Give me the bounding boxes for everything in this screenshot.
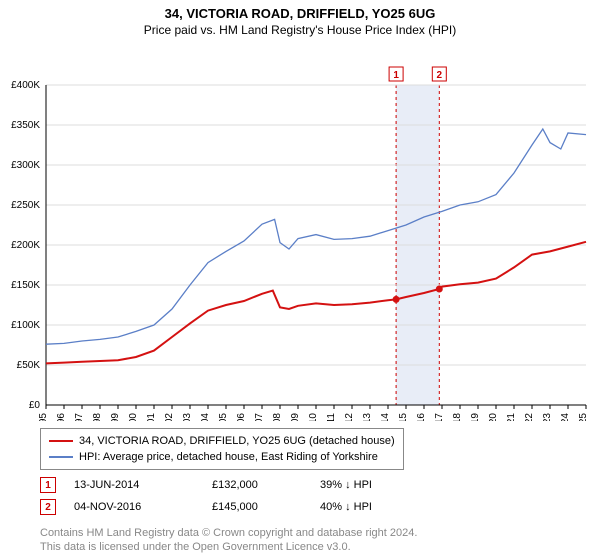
sale-pct: 39% ↓ HPI — [320, 479, 410, 491]
sale-row: 2 04-NOV-2016 £145,000 40% ↓ HPI — [40, 496, 410, 518]
svg-text:2023: 2023 — [542, 413, 553, 421]
svg-text:2002: 2002 — [164, 413, 175, 421]
sale-row: 1 13-JUN-2014 £132,000 39% ↓ HPI — [40, 474, 410, 496]
legend-label: 34, VICTORIA ROAD, DRIFFIELD, YO25 6UG (… — [79, 433, 395, 449]
svg-text:2025: 2025 — [578, 413, 589, 421]
svg-text:£400K: £400K — [11, 80, 40, 91]
sale-price: £145,000 — [212, 501, 302, 513]
svg-text:£200K: £200K — [11, 240, 40, 251]
svg-text:2022: 2022 — [524, 413, 535, 421]
svg-text:2019: 2019 — [470, 413, 481, 421]
sale-marker-icon: 2 — [40, 499, 56, 515]
legend-row: HPI: Average price, detached house, East… — [49, 449, 395, 465]
svg-text:2006: 2006 — [236, 413, 247, 421]
svg-text:1996: 1996 — [56, 413, 67, 421]
svg-text:2020: 2020 — [488, 413, 499, 421]
legend: 34, VICTORIA ROAD, DRIFFIELD, YO25 6UG (… — [40, 428, 404, 470]
svg-text:2012: 2012 — [344, 413, 355, 421]
svg-text:2008: 2008 — [272, 413, 283, 421]
svg-text:2003: 2003 — [182, 413, 193, 421]
sale-date: 04-NOV-2016 — [74, 501, 194, 513]
svg-text:2013: 2013 — [362, 413, 373, 421]
svg-text:£300K: £300K — [11, 160, 40, 171]
svg-text:2017: 2017 — [434, 413, 445, 421]
legend-swatch — [49, 456, 73, 458]
svg-text:2018: 2018 — [452, 413, 463, 421]
legend-row: 34, VICTORIA ROAD, DRIFFIELD, YO25 6UG (… — [49, 433, 395, 449]
svg-text:2009: 2009 — [290, 413, 301, 421]
svg-text:1998: 1998 — [92, 413, 103, 421]
svg-text:£0: £0 — [29, 400, 41, 411]
svg-text:2007: 2007 — [254, 413, 265, 421]
svg-text:2010: 2010 — [308, 413, 319, 421]
copyright: Contains HM Land Registry data © Crown c… — [40, 526, 417, 554]
price-chart: £0 £50K £100K £150K £200K £250K £300K £350K £400… — [0, 41, 600, 421]
chart-subtitle: Price paid vs. HM Land Registry's House … — [0, 21, 600, 41]
sale-pct: 40% ↓ HPI — [320, 501, 410, 513]
svg-text:2000: 2000 — [128, 413, 139, 421]
svg-text:£250K: £250K — [11, 200, 40, 211]
svg-text:£50K: £50K — [17, 360, 41, 371]
sale-marker-icon: 1 — [40, 477, 56, 493]
copyright-line: This data is licensed under the Open Gov… — [40, 540, 417, 554]
svg-text:2016: 2016 — [416, 413, 427, 421]
svg-text:2011: 2011 — [326, 413, 337, 421]
svg-text:2015: 2015 — [398, 413, 409, 421]
copyright-line: Contains HM Land Registry data © Crown c… — [40, 526, 417, 540]
chart-title: 34, VICTORIA ROAD, DRIFFIELD, YO25 6UG — [0, 0, 600, 21]
svg-text:1: 1 — [393, 70, 399, 81]
svg-text:£350K: £350K — [11, 120, 40, 131]
svg-text:2014: 2014 — [380, 413, 391, 421]
svg-text:2024: 2024 — [560, 413, 571, 421]
sale-date: 13-JUN-2014 — [74, 479, 194, 491]
legend-label: HPI: Average price, detached house, East… — [79, 449, 378, 465]
svg-text:2004: 2004 — [200, 413, 211, 421]
svg-text:£100K: £100K — [11, 320, 40, 331]
svg-text:£150K: £150K — [11, 280, 40, 291]
svg-text:1997: 1997 — [74, 413, 85, 421]
svg-text:2001: 2001 — [146, 413, 157, 421]
sales-table: 1 13-JUN-2014 £132,000 39% ↓ HPI 2 04-NO… — [40, 474, 410, 518]
svg-text:2005: 2005 — [218, 413, 229, 421]
legend-swatch — [49, 440, 73, 442]
svg-text:1995: 1995 — [38, 413, 49, 421]
svg-text:2021: 2021 — [506, 413, 517, 421]
svg-text:2: 2 — [437, 70, 443, 81]
svg-text:1999: 1999 — [110, 413, 121, 421]
sale-price: £132,000 — [212, 479, 302, 491]
